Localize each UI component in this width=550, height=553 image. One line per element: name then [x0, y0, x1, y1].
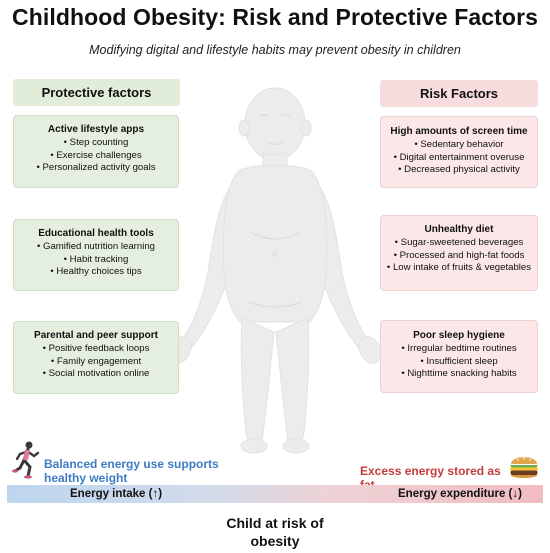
- risk-factors-heading: Risk Factors: [380, 80, 538, 107]
- diagram-subtitle: Modifying digital and lifestyle habits m…: [89, 43, 461, 57]
- box-title: High amounts of screen time: [390, 126, 528, 137]
- box-item: • Sugar-sweetened beverages: [394, 237, 524, 249]
- protective-box-educational-health-tools: Educational health tools • Gamified nutr…: [13, 219, 179, 291]
- balanced-energy-text: Balanced energy use supports healthy wei…: [44, 457, 219, 485]
- box-item: • Positive feedback loops: [42, 343, 150, 355]
- box-item: • Low intake of fruits & vegetables: [386, 261, 532, 273]
- box-item: • Social motivation online: [42, 367, 150, 379]
- child-silhouette: [168, 87, 382, 454]
- box-item: • Digital entertainment overuse: [393, 151, 525, 163]
- box-item: • Sedentary behavior: [414, 139, 504, 151]
- protective-box-parental-peer-support: Parental and peer support • Positive fee…: [13, 321, 179, 394]
- box-item: • Decreased physical activity: [398, 163, 520, 175]
- box-item: • Irregular bedtime routines: [401, 343, 517, 355]
- box-title: Unhealthy diet: [424, 224, 494, 235]
- child-at-risk-label: Child at risk of obesity: [226, 515, 324, 549]
- box-title: Parental and peer support: [34, 330, 158, 341]
- burger-icon: [510, 457, 538, 478]
- risk-box-unhealthy-diet: Unhealthy diet • Sugar-sweetened beverag…: [380, 215, 538, 291]
- energy-expenditure-label: Energy expenditure (↓): [398, 488, 522, 500]
- protective-factors-heading: Protective factors: [13, 79, 180, 106]
- box-item: • Nighttime snacking habits: [401, 367, 517, 379]
- runner-icon: [12, 441, 40, 479]
- box-item: • Habit tracking: [63, 253, 129, 265]
- protective-box-active-lifestyle-apps: Active lifestyle apps • Step counting • …: [13, 115, 179, 188]
- box-item: • Exercise challenges: [50, 149, 142, 161]
- box-item: • Processed and high-fat foods: [393, 249, 525, 261]
- diagram-title: Childhood Obesity: Risk and Protective F…: [11, 4, 539, 30]
- box-item: • Step counting: [63, 137, 129, 149]
- energy-intake-label: Energy intake (↑): [70, 488, 163, 500]
- box-item: • Personalized activity goals: [36, 161, 156, 173]
- box-title: Educational health tools: [38, 228, 154, 239]
- risk-box-poor-sleep-hygiene: Poor sleep hygiene • Irregular bedtime r…: [380, 320, 538, 393]
- risk-box-screen-time: High amounts of screen time • Sedentary …: [380, 116, 538, 188]
- box-item: • Healthy choices tips: [50, 265, 142, 277]
- box-title: Poor sleep hygiene: [413, 330, 505, 341]
- box-title: Active lifestyle apps: [47, 124, 145, 135]
- box-item: • Gamified nutrition learning: [36, 241, 155, 253]
- box-item: • Insufficient sleep: [420, 355, 498, 367]
- box-item: • Family engagement: [50, 355, 142, 367]
- energy-balance-bar: [7, 485, 543, 503]
